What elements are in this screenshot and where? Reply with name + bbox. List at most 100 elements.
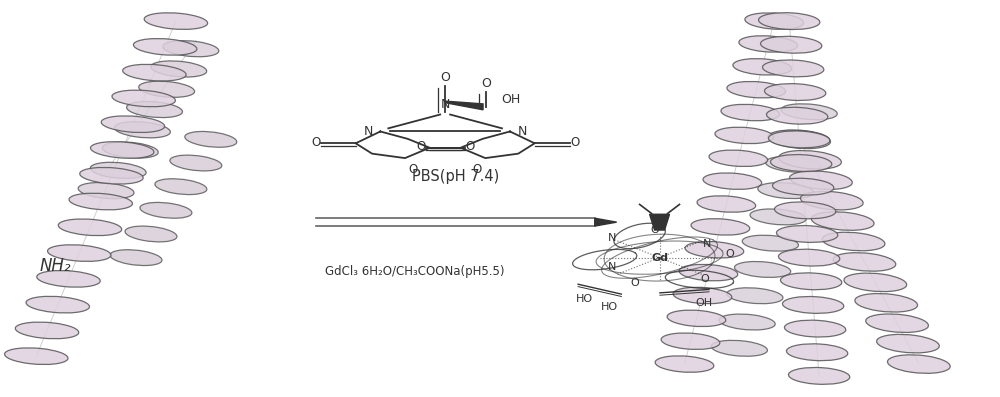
Ellipse shape	[877, 334, 939, 353]
Ellipse shape	[655, 356, 714, 372]
Ellipse shape	[822, 232, 885, 251]
Ellipse shape	[125, 226, 177, 242]
Ellipse shape	[727, 81, 786, 98]
Ellipse shape	[697, 196, 756, 212]
Ellipse shape	[780, 273, 842, 290]
Ellipse shape	[139, 81, 195, 97]
Ellipse shape	[767, 107, 828, 124]
Text: O: O	[700, 274, 709, 284]
Text: O: O	[630, 278, 639, 288]
Ellipse shape	[790, 171, 852, 189]
Text: O: O	[570, 136, 579, 148]
Ellipse shape	[773, 130, 830, 146]
Ellipse shape	[703, 173, 762, 189]
Ellipse shape	[727, 288, 783, 304]
Ellipse shape	[709, 150, 768, 166]
Ellipse shape	[772, 178, 834, 195]
Text: O: O	[473, 163, 482, 176]
Text: OH: OH	[696, 298, 713, 308]
Ellipse shape	[779, 150, 841, 169]
Text: N: N	[440, 98, 450, 111]
Ellipse shape	[765, 84, 826, 100]
Text: N: N	[517, 125, 527, 138]
Ellipse shape	[69, 193, 132, 210]
Ellipse shape	[855, 293, 918, 312]
Text: O: O	[440, 71, 450, 84]
Ellipse shape	[90, 142, 154, 158]
Ellipse shape	[151, 61, 207, 77]
Ellipse shape	[685, 241, 744, 258]
Ellipse shape	[766, 156, 822, 172]
Ellipse shape	[866, 314, 928, 332]
Ellipse shape	[90, 162, 146, 178]
Ellipse shape	[140, 202, 192, 218]
Ellipse shape	[110, 250, 162, 266]
Ellipse shape	[758, 183, 814, 198]
Ellipse shape	[739, 36, 798, 52]
Ellipse shape	[763, 60, 824, 77]
Ellipse shape	[844, 273, 907, 292]
Ellipse shape	[774, 202, 836, 219]
Polygon shape	[445, 101, 483, 110]
Text: O: O	[465, 140, 474, 153]
Ellipse shape	[691, 219, 750, 235]
Ellipse shape	[750, 209, 806, 225]
Ellipse shape	[133, 39, 197, 55]
Ellipse shape	[673, 287, 732, 304]
Text: HO: HO	[601, 302, 618, 312]
Ellipse shape	[719, 314, 775, 330]
Text: O: O	[408, 163, 418, 176]
Text: O: O	[311, 136, 320, 148]
Ellipse shape	[80, 168, 143, 184]
Ellipse shape	[742, 235, 798, 251]
Text: GdCl₃ 6H₂O/CH₃COONa(pH5.5): GdCl₃ 6H₂O/CH₃COONa(pH5.5)	[325, 265, 505, 278]
Ellipse shape	[784, 320, 846, 337]
Ellipse shape	[759, 13, 820, 29]
Ellipse shape	[715, 127, 774, 144]
Ellipse shape	[48, 245, 111, 261]
Ellipse shape	[778, 249, 840, 266]
Polygon shape	[595, 218, 617, 226]
Ellipse shape	[782, 297, 844, 313]
Text: NH₂: NH₂	[39, 256, 71, 274]
Text: O: O	[650, 225, 659, 235]
Text: O: O	[481, 77, 491, 90]
Ellipse shape	[776, 225, 838, 243]
Ellipse shape	[155, 179, 207, 195]
Ellipse shape	[800, 191, 863, 210]
Ellipse shape	[833, 252, 896, 271]
Ellipse shape	[58, 219, 122, 235]
Ellipse shape	[114, 122, 170, 138]
Ellipse shape	[768, 130, 831, 148]
Ellipse shape	[771, 154, 832, 172]
Ellipse shape	[101, 116, 165, 133]
Ellipse shape	[887, 355, 950, 373]
Text: HO: HO	[576, 294, 593, 304]
Ellipse shape	[5, 348, 68, 364]
Text: PBS(pH 7.4): PBS(pH 7.4)	[412, 169, 499, 184]
Ellipse shape	[788, 368, 850, 384]
Ellipse shape	[78, 183, 134, 198]
Ellipse shape	[711, 340, 767, 356]
Text: N: N	[364, 125, 373, 138]
Text: OH: OH	[501, 93, 520, 106]
Ellipse shape	[661, 333, 720, 349]
Text: N: N	[608, 233, 616, 243]
Ellipse shape	[761, 37, 822, 53]
Ellipse shape	[37, 270, 100, 287]
Text: Gd: Gd	[651, 252, 668, 263]
Ellipse shape	[170, 155, 222, 171]
Ellipse shape	[734, 262, 791, 278]
Ellipse shape	[185, 131, 237, 147]
Ellipse shape	[112, 90, 175, 107]
Ellipse shape	[26, 296, 89, 313]
Ellipse shape	[786, 344, 848, 360]
Ellipse shape	[127, 102, 182, 118]
Text: O: O	[725, 249, 734, 259]
Ellipse shape	[144, 13, 208, 29]
Ellipse shape	[769, 131, 830, 148]
Ellipse shape	[811, 212, 874, 230]
Ellipse shape	[667, 310, 726, 327]
Text: O: O	[416, 140, 425, 153]
Ellipse shape	[733, 59, 792, 75]
